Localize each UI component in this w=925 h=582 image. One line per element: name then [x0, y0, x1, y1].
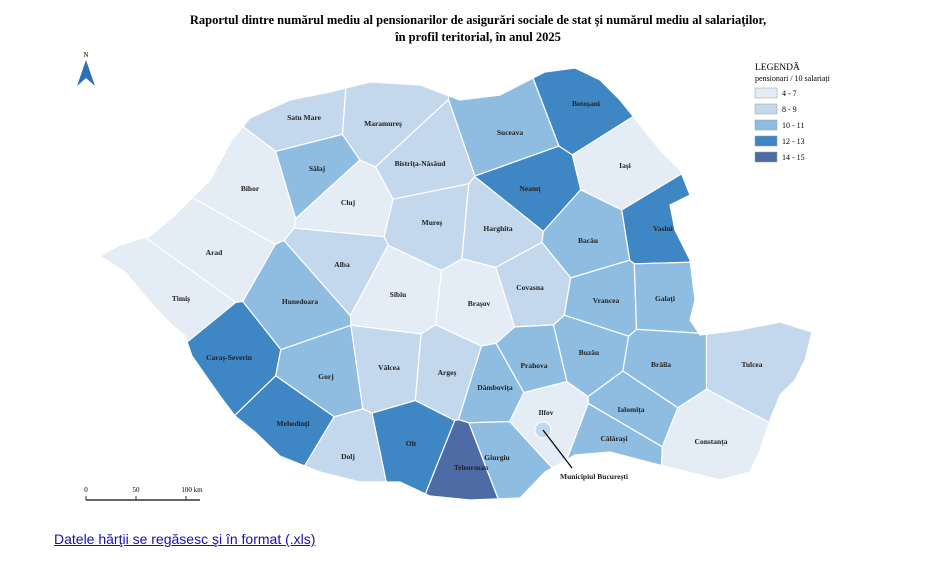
county-label: Cluj: [341, 198, 356, 207]
county-label: Ialomița: [617, 405, 644, 414]
county-label: Suceava: [497, 128, 524, 137]
county-label: Brașov: [468, 299, 491, 308]
legend-swatch: [754, 151, 778, 163]
county-label: Olt: [406, 439, 417, 448]
legend-label: 8 - 9: [782, 105, 797, 114]
county-label: Botoșani: [572, 99, 600, 108]
legend: 4 - 7 8 - 9 10 - 11 12 - 13 14 - 15: [754, 87, 805, 163]
county-label: Călărași: [600, 434, 627, 443]
scale-label: 0: [84, 486, 88, 494]
county-label: Sălaj: [309, 164, 326, 173]
county-label: Tulcea: [742, 360, 763, 369]
county-label: Dâmbovița: [477, 383, 513, 392]
county-label: Neamț: [519, 184, 541, 193]
legend-label: 10 - 11: [782, 121, 804, 130]
legend-label: 14 - 15: [782, 153, 805, 162]
legend-label: 12 - 13: [782, 137, 805, 146]
county-label: Brăila: [651, 360, 671, 369]
county: [565, 402, 663, 467]
county-label: Harghita: [483, 224, 512, 233]
county-label: Satu Mare: [287, 113, 321, 122]
north-arrow: [77, 60, 95, 86]
county-label: Bacău: [578, 236, 598, 245]
data-link[interactable]: Datele hărţii se regăsesc şi în format (…: [54, 531, 316, 547]
title-line: în profil teritorial, în anul 2025: [394, 30, 561, 44]
legend-swatch: [754, 135, 778, 147]
county-label: Mureș: [422, 218, 443, 227]
county: [633, 261, 707, 335]
map: Raportul dintre numărul mediu al pension…: [77, 13, 831, 501]
county-label: Constanța: [695, 437, 728, 446]
scale-label: 100 km: [181, 486, 203, 494]
county-label: Bihor: [241, 184, 260, 193]
title-line: Raportul dintre numărul mediu al pension…: [190, 13, 766, 27]
counties: [98, 67, 813, 501]
county: [303, 408, 387, 483]
county: [98, 236, 237, 344]
scale-label: 50: [133, 486, 141, 494]
county-label: Caraș-Severin: [206, 353, 253, 362]
legend-title: LEGENDĂ: [755, 61, 800, 73]
county-label: Prahova: [520, 361, 547, 370]
county-label: Vaslui: [653, 224, 673, 233]
county-label: Gorj: [318, 372, 334, 381]
county-label: Galați: [655, 294, 675, 303]
county-label: Alba: [334, 260, 350, 269]
county-label: Sibiu: [390, 290, 407, 299]
county-label: Ilfov: [539, 408, 554, 417]
legend-subtitle: pensionari / 10 salariați: [755, 74, 831, 83]
labels: Satu Mare Maramureș Botoșani Suceava Iași Săl…: [172, 99, 763, 481]
county-label: Dolj: [341, 452, 355, 461]
county-label: Giurgiu: [484, 453, 509, 462]
county-label: Teleorman: [454, 463, 489, 472]
county-label: Argeș: [438, 368, 457, 377]
capital-label: Municipiul București: [560, 472, 628, 481]
legend-label: 4 - 7: [782, 89, 797, 98]
county: [233, 374, 335, 467]
county-label: Bistrița-Năsăud: [395, 159, 447, 168]
county-label: Maramureș: [364, 119, 402, 128]
legend-swatch: [754, 119, 778, 131]
county-label: Vâlcea: [378, 363, 400, 372]
county: [661, 388, 770, 481]
county-label: Iași: [619, 161, 631, 170]
county-label: Timiș: [172, 294, 190, 303]
capital-pointer: [542, 429, 573, 469]
scale-bar: 0 50 100 km: [84, 486, 203, 501]
legend-swatch: [754, 87, 778, 99]
county-label: Vrancea: [593, 296, 620, 305]
county: [468, 421, 554, 500]
county-label: Buzău: [579, 348, 599, 357]
legend-swatch: [754, 103, 778, 115]
county: [424, 419, 500, 501]
county-label: Arad: [206, 248, 223, 257]
north-label: N: [83, 51, 88, 59]
county-label: Covasna: [516, 283, 544, 292]
county-label: Hunedoara: [282, 297, 319, 306]
county-label: Mehedinți: [277, 419, 310, 428]
